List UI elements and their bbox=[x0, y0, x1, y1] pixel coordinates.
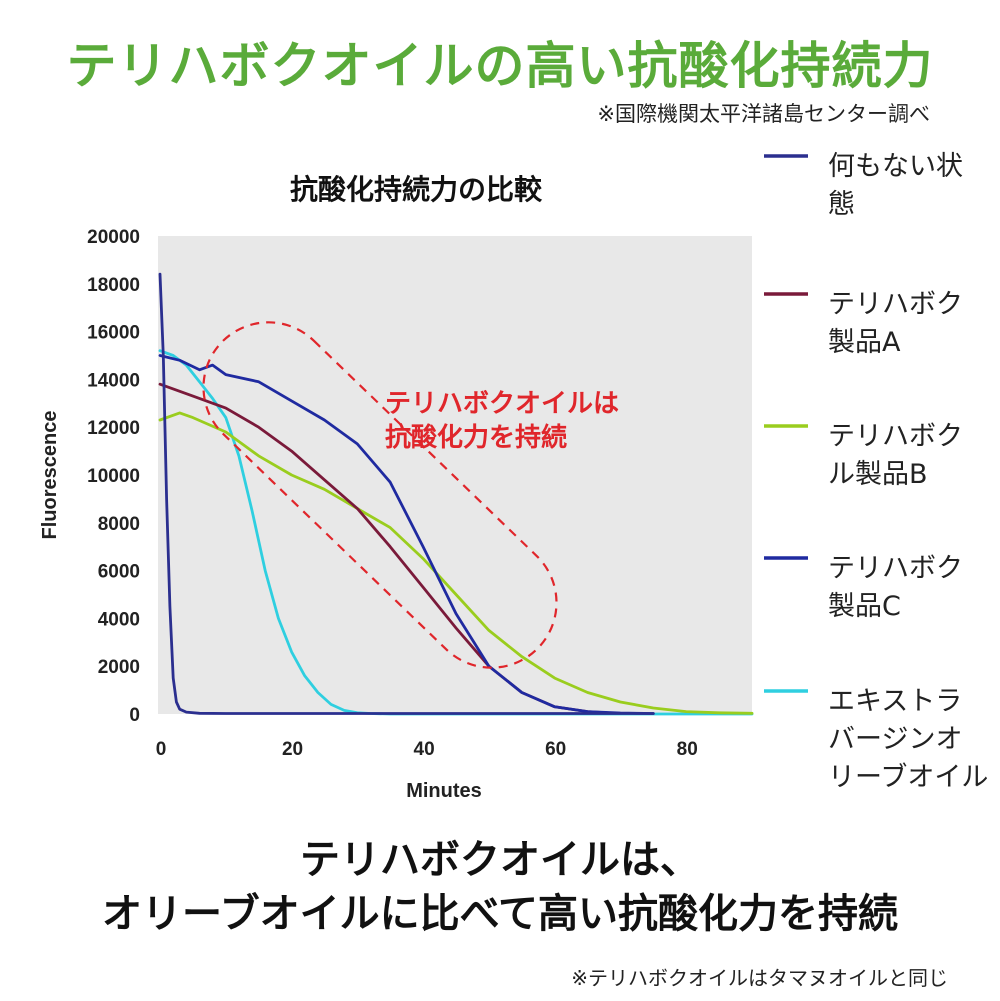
legend-label-line: ル製品B bbox=[828, 459, 928, 490]
x-tick-label: 40 bbox=[414, 739, 435, 760]
legend-label: テリハボク製品C bbox=[828, 550, 963, 626]
x-tick-label: 60 bbox=[545, 739, 566, 760]
annotation-line-1: テリハボクオイルは bbox=[385, 389, 619, 419]
series-line-1 bbox=[158, 272, 655, 715]
y-tick-label: 20000 bbox=[87, 227, 140, 248]
y-tick-label: 8000 bbox=[98, 514, 140, 535]
x-tick-label: 0 bbox=[156, 739, 167, 760]
y-tick-label: 14000 bbox=[87, 370, 140, 391]
legend-label-line: 製品C bbox=[828, 591, 901, 622]
x-tick-label: 80 bbox=[677, 739, 698, 760]
legend-label-line: リーブオイル bbox=[828, 762, 989, 793]
y-tick-label: 2000 bbox=[98, 657, 140, 678]
series-line-4 bbox=[158, 354, 655, 715]
legend-label-line: エキストラ bbox=[828, 686, 963, 717]
y-tick-label: 0 bbox=[129, 705, 140, 726]
legend-label-line: バージンオ bbox=[828, 724, 963, 755]
conclusion: テリハボクオイルは、 オリーブオイルに比べて高い抗酸化力を持続 bbox=[0, 833, 1000, 941]
legend-label: 何もない状態 bbox=[828, 148, 963, 224]
y-tick-label: 6000 bbox=[98, 562, 140, 583]
y-axis-label: Fluorescence bbox=[39, 411, 61, 540]
footnote: ※テリハボクオイルはタマヌオイルと同じ bbox=[571, 966, 948, 990]
legend-label: テリハボクル製品B bbox=[828, 418, 963, 494]
y-tick-label: 18000 bbox=[87, 275, 140, 296]
source-note: ※国際機関太平洋諸島センター調べ bbox=[597, 102, 930, 126]
annotation-line-2: 抗酸化力を持続 bbox=[385, 422, 567, 453]
plot-area bbox=[158, 236, 752, 714]
legend-label-line: テリハボク bbox=[828, 421, 963, 452]
legend-label-line: 製品A bbox=[828, 327, 901, 358]
x-axis-label: Minutes bbox=[406, 780, 482, 802]
series-line-3 bbox=[158, 411, 754, 715]
conclusion-line-2: オリーブオイルに比べて高い抗酸化力を持続 bbox=[102, 891, 898, 937]
legend-label-line: 態 bbox=[828, 189, 855, 220]
x-tick-label: 20 bbox=[282, 739, 303, 760]
y-tick-label: 4000 bbox=[98, 609, 140, 630]
page-title: テリハボクオイルの高い抗酸化持続力 bbox=[66, 37, 934, 95]
conclusion-line-1: テリハボクオイルは、 bbox=[300, 837, 700, 883]
legend-label: エキストラバージンオリーブオイル bbox=[828, 683, 988, 797]
chart-title: 抗酸化持続力の比較 bbox=[290, 173, 543, 206]
legend-label: テリハボク製品A bbox=[828, 286, 963, 362]
y-tick-label: 10000 bbox=[87, 466, 140, 487]
legend-label-line: テリハボク bbox=[828, 553, 963, 584]
legend-label-line: 何もない状 bbox=[828, 151, 963, 182]
y-tick-label: 16000 bbox=[87, 323, 140, 344]
legend-label-line: テリハボク bbox=[828, 289, 963, 320]
chart: 0 2000 4000 6000 8000 10000 12000 14000 16000 180… bbox=[39, 154, 808, 802]
y-tick-label: 12000 bbox=[87, 418, 140, 439]
